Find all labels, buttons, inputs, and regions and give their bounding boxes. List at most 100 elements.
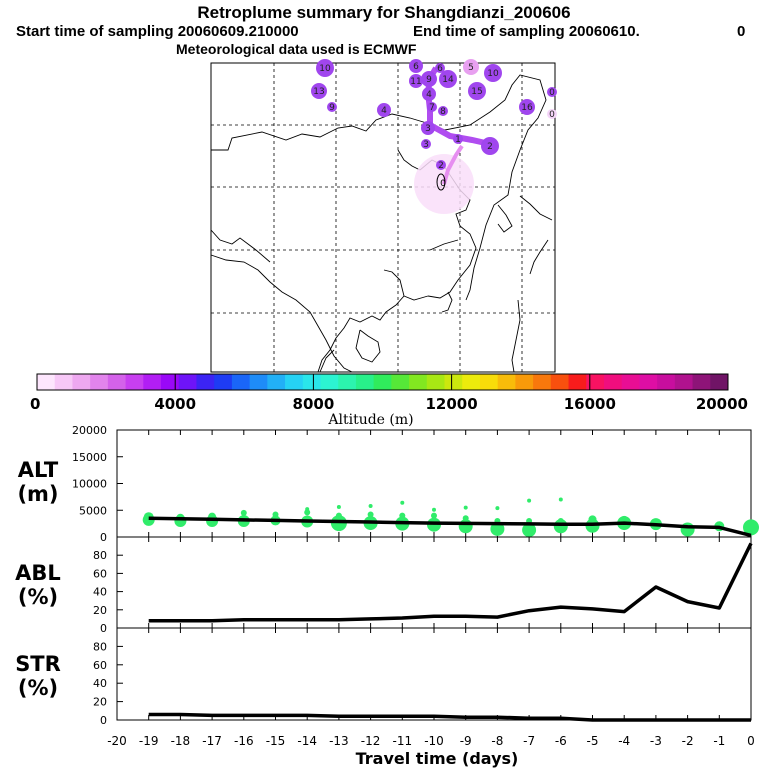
map-marker-label: 4 [381, 106, 387, 116]
map-marker-label: 4 [426, 90, 432, 100]
x-tick-label: -7 [523, 734, 535, 748]
colorbar-swatch [603, 374, 623, 390]
colorbar-swatch [657, 374, 676, 390]
x-tick-label: -16 [234, 734, 254, 748]
map-marker [409, 59, 423, 73]
colorbar-swatches [37, 374, 729, 390]
map-marker-label: 0 [549, 88, 555, 98]
colorbar-tick-label: 20000 [696, 395, 748, 413]
altitude-scatter-point [335, 512, 342, 519]
colorbar-swatch [90, 374, 109, 390]
colorbar-tick-label: 16000 [564, 395, 616, 413]
altitude-scatter-point [588, 515, 597, 524]
colorbar-swatch [710, 374, 729, 390]
colorbar-swatch [674, 374, 694, 390]
x-tick-label: -15 [266, 734, 286, 748]
y-tick-label: 40 [93, 677, 107, 690]
colorbar-swatch [178, 374, 197, 390]
colorbar-swatch [249, 374, 268, 390]
colorbar-swatch [267, 374, 286, 390]
met-data-label: Meteorological data used is ECMWF [176, 41, 417, 57]
colorbar-swatch [444, 374, 463, 390]
colorbar-swatch [214, 374, 233, 390]
x-tick-label: -9 [460, 734, 472, 748]
y-tick-label: 0 [100, 622, 107, 635]
plume-trail-near [442, 144, 464, 185]
y-tick-label: 60 [93, 567, 107, 580]
y-tick-label: 5000 [79, 504, 107, 517]
colorbar-tick-label: 0 [30, 395, 40, 413]
map-marker [422, 87, 436, 101]
map-marker-label: 7 [429, 103, 435, 113]
altitude-scatter-point [367, 511, 374, 518]
map-marker-label: 8 [440, 107, 446, 117]
start-time-label: Start time of sampling 20060609.210000 [16, 23, 299, 40]
colorbar-swatch [497, 374, 516, 390]
altitude-scatter-point [462, 515, 469, 522]
colorbar-swatch [72, 374, 91, 390]
chart-title: Retroplume summary for Shangdianzi_20060… [197, 3, 571, 22]
map-marker [377, 103, 391, 117]
colorbar: 0 4000 8000 12000 16000 20000 Altitude (m) [30, 373, 748, 428]
altitude-scatter-point [431, 512, 437, 519]
x-tick-label: -1 [713, 734, 725, 748]
colorbar-swatch [533, 374, 552, 390]
map-marker [436, 160, 446, 170]
altitude-scatter-point [305, 507, 310, 512]
panel-str: 0 20 40 60 80 STR(%) [15, 627, 752, 727]
colorbar-swatch [373, 374, 392, 390]
map-marker [409, 74, 423, 88]
station-marker [436, 173, 446, 191]
map-marker-label: 3 [425, 124, 431, 134]
colorbar-ticks: 0 4000 8000 12000 16000 20000 [30, 374, 748, 413]
colorbar-swatch [692, 374, 711, 390]
colorbar-swatch [639, 374, 658, 390]
map-marker-label: 2 [487, 142, 493, 152]
y-tick-label: 40 [93, 586, 107, 599]
altitude-scatter-point [240, 509, 247, 516]
y-tick-label: 80 [93, 549, 107, 562]
map-marker-label: 11 [410, 77, 421, 87]
coastlines [210, 74, 553, 373]
altitude-scatter-point [336, 505, 341, 510]
map-marker [421, 139, 431, 149]
map-marker [481, 137, 499, 155]
end-time-label: End time of sampling 20060610. [413, 23, 640, 40]
map-marker-label: 1 [455, 135, 461, 145]
map-marker-label: 10 [319, 64, 331, 74]
y-tick-label: 20 [93, 696, 107, 709]
colorbar-swatch [107, 374, 127, 390]
x-tick-label: -3 [650, 734, 662, 748]
map-marker-label: 6 [437, 64, 443, 74]
colorbar-swatch [143, 374, 162, 390]
panel-unit: (%) [18, 585, 58, 609]
panel-label: STR [15, 652, 61, 676]
panel-frame [116, 536, 752, 629]
colorbar-swatch [409, 374, 428, 390]
map-marker [438, 106, 448, 116]
colorbar-swatch [161, 374, 180, 390]
time-series-panels: 05000100001500020000ALT(m)020406080ABL(%… [15, 424, 759, 768]
colorbar-swatch [196, 374, 215, 390]
series-line [148, 542, 753, 623]
map-marker [439, 70, 457, 88]
x-tick-label: -19 [139, 734, 159, 748]
map-marker [327, 102, 337, 112]
x-tick-label: -10 [424, 734, 444, 748]
x-tick-label: -13 [329, 734, 349, 748]
colorbar-swatch [125, 374, 144, 390]
colorbar-swatch [426, 374, 446, 390]
colorbar-swatch [479, 374, 499, 390]
map-marker-label: 15 [471, 87, 482, 97]
altitude-scatter-point [432, 507, 436, 512]
altitude-scatter-point [304, 509, 311, 516]
colorbar-swatch [54, 374, 73, 390]
x-axis-label: Travel time (days) [356, 749, 519, 768]
y-tick-label: 20000 [72, 424, 107, 437]
colorbar-tick-label: 12000 [426, 395, 478, 413]
colorbar-tick-label: 8000 [293, 395, 335, 413]
panel-unit: (%) [18, 676, 58, 700]
colorbar-swatch [621, 374, 640, 390]
x-tick-label: -4 [618, 734, 630, 748]
